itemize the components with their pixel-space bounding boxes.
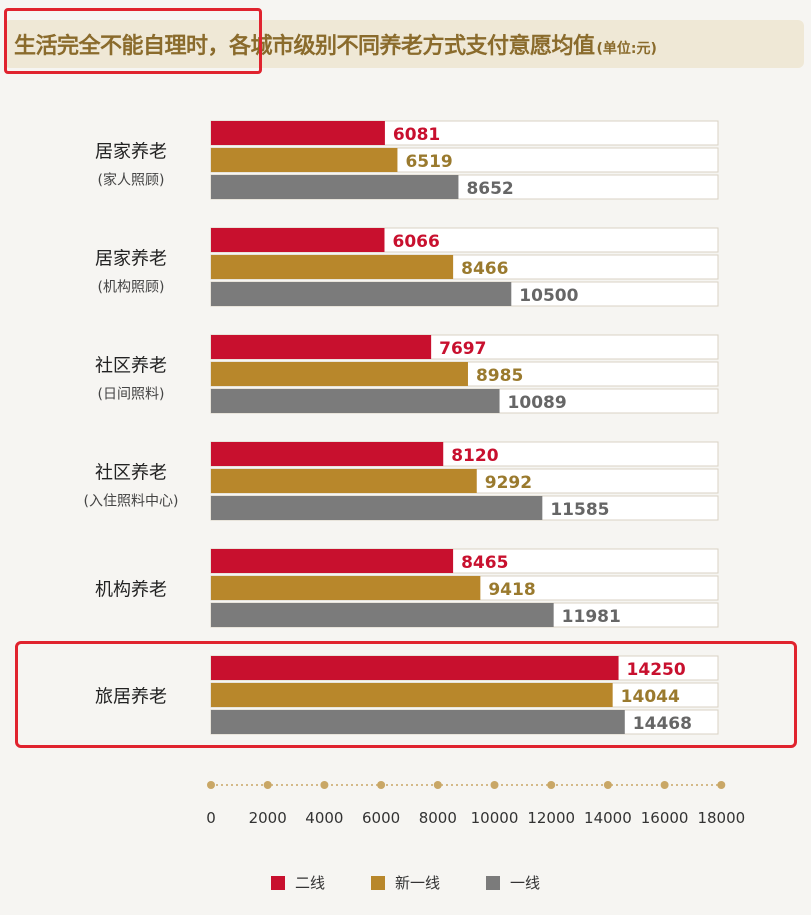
x-axis-dot [717, 781, 726, 789]
chart-legend: 二线 新一线 一线 [0, 872, 811, 893]
bar [211, 255, 454, 279]
x-tick-label: 4000 [305, 809, 343, 827]
bar-value-label: 10500 [519, 286, 578, 306]
bar [211, 148, 398, 172]
bar-value-label: 6066 [392, 232, 439, 252]
bar [211, 496, 543, 520]
bar-value-label: 8466 [461, 259, 508, 279]
category-label: 旅居养老 [95, 687, 167, 708]
x-tick-label: 6000 [362, 809, 400, 827]
x-axis-dot [603, 781, 612, 789]
bar-value-label: 9292 [485, 473, 532, 493]
bar-value-label: 8120 [451, 446, 498, 466]
bar-value-label: 8985 [476, 366, 523, 386]
legend-swatch-tier2 [270, 875, 285, 890]
bar-value-label: 10089 [508, 393, 567, 413]
legend-swatch-tier1 [486, 875, 500, 890]
category-sublabel: (机构照顾) [98, 280, 165, 296]
legend-item-tier1: 一线 [486, 872, 540, 893]
x-tick-label: 2000 [249, 809, 287, 827]
legend-swatch-new-tier1 [370, 875, 385, 890]
bar-value-label: 8465 [461, 553, 508, 573]
bar-value-label: 9418 [488, 580, 535, 600]
chart-title: 生活完全不能自理时，各城市级别不同养老方式支付意愿均值 (单位:元) [14, 28, 657, 62]
x-axis-dot [660, 781, 669, 789]
bar [211, 656, 619, 680]
bar [211, 603, 554, 627]
bar-value-label: 14250 [627, 660, 686, 680]
bar-value-label: 11981 [562, 607, 621, 627]
bar [211, 282, 512, 306]
category-sublabel: (家人照顾) [98, 172, 165, 189]
category-sublabel: (日间照料) [98, 387, 165, 403]
bar [211, 389, 500, 413]
bar [211, 683, 613, 707]
x-tick-label: 8000 [419, 809, 457, 827]
bar [211, 710, 625, 734]
category-sublabel: (入住照料中心) [84, 494, 179, 510]
bar [211, 228, 385, 252]
legend-label-new-tier1: 新一线 [394, 874, 440, 892]
bar [211, 335, 432, 359]
x-axis-dot [433, 781, 442, 789]
bar-value-label: 8652 [466, 179, 513, 199]
category-label: 社区养老 [95, 356, 167, 377]
x-axis-dot [263, 781, 272, 789]
x-tick-label: 12000 [527, 809, 575, 827]
bar [211, 175, 459, 199]
category-highlight-box [15, 641, 797, 748]
x-axis-dot [377, 781, 386, 789]
legend-item-tier2: 二线 [270, 872, 325, 893]
category-label: 机构养老 [95, 580, 167, 601]
category-label: 社区养老 [95, 463, 167, 484]
bar [211, 576, 481, 600]
x-axis-dot [207, 781, 215, 789]
legend-item-new-tier1: 新一线 [370, 872, 440, 893]
bar-value-label: 6519 [405, 152, 452, 172]
bar-value-label: 7697 [439, 339, 486, 359]
bar-value-label: 14044 [621, 687, 680, 707]
x-tick-label: 0 [206, 809, 216, 827]
x-tick-label: 18000 [697, 809, 745, 827]
x-axis-dot [547, 781, 556, 789]
bar [211, 121, 385, 145]
bar [211, 469, 477, 493]
x-axis-dot [490, 781, 499, 789]
x-tick-label: 14000 [584, 809, 632, 827]
x-axis-dot [320, 781, 329, 789]
x-tick-label: 10000 [471, 809, 519, 827]
bar [211, 442, 444, 466]
bar-value-label: 6081 [393, 125, 440, 145]
title-banner [4, 20, 804, 68]
legend-label-tier1: 一线 [510, 874, 541, 892]
x-tick-label: 16000 [641, 809, 689, 827]
bar [211, 549, 454, 573]
chart-title-text: 生活完全不能自理时，各城市级别不同养老方式支付意愿均值 [14, 34, 595, 59]
category-label: 居家养老 [95, 142, 167, 163]
legend-label-tier2: 二线 [294, 874, 325, 892]
bar [211, 362, 468, 386]
title-highlight-box [4, 8, 262, 74]
bar-value-label: 14468 [633, 714, 692, 734]
chart-title-unit: (单位:元) [596, 41, 657, 57]
bar-value-label: 11585 [550, 500, 609, 520]
category-label: 居家养老 [95, 249, 167, 270]
